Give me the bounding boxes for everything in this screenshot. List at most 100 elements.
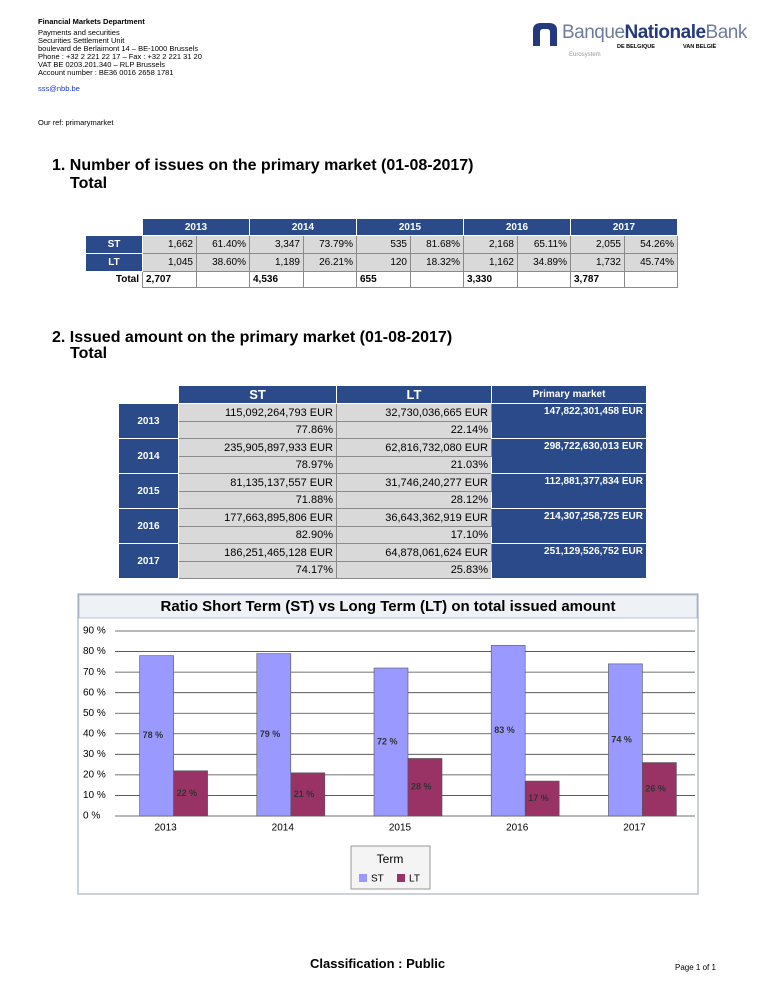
data-label: 78 %	[143, 730, 164, 740]
bar	[256, 653, 292, 817]
logo-nationale: Nationale	[624, 22, 707, 43]
logo-eurosystem: Eurosystem	[569, 52, 601, 58]
data-row: 71.88% 28.12%	[119, 491, 647, 509]
total-cell: 2,707	[142, 271, 197, 288]
st-amount: 235,905,897,933 EUR	[178, 438, 337, 457]
total-blank	[303, 271, 357, 288]
lt-amount: 62,816,732,080 EUR	[336, 438, 492, 457]
logo-icon	[533, 23, 557, 46]
bar	[642, 762, 677, 817]
year-label: 2016	[118, 508, 179, 544]
total-blank	[196, 271, 250, 288]
legend-swatch	[397, 874, 405, 882]
total-cell: 4,536	[249, 271, 304, 288]
bar	[407, 758, 443, 817]
bar	[608, 663, 643, 817]
x-tick-label: 2017	[623, 823, 646, 834]
count-cell: 1,189	[249, 253, 304, 272]
st-amount: 177,663,895,806 EUR	[178, 508, 337, 527]
x-tick-label: 2014	[272, 823, 295, 834]
count-cell: 2,055	[570, 235, 625, 254]
y-tick-label: 20 %	[83, 770, 106, 781]
data-label: 22 %	[177, 788, 198, 798]
primary-total: 298,722,630,013 EUR	[491, 438, 647, 474]
data-row: 74.17% 25.83%	[119, 561, 647, 579]
data-row: LT 1,045 38.60% 1,189 26.21% 120 18.32% 1,162 34…	[85, 253, 678, 272]
address-line: boulevard de Berlaimont 14 – BE-1000 Bru…	[38, 44, 199, 53]
total-cell: 3,330	[463, 271, 518, 288]
st-amount: 81,135,137,557 EUR	[178, 473, 337, 492]
logo-banque: Banque	[562, 22, 625, 43]
y-tick-label: 90 %	[83, 626, 106, 637]
legend-swatch	[359, 874, 367, 882]
percent-cell: 65.11%	[517, 235, 571, 254]
count-cell: 535	[356, 235, 411, 254]
year-label: 2015	[118, 473, 179, 509]
y-tick-label: 50 %	[83, 708, 106, 719]
x-tick-label: 2016	[506, 823, 529, 834]
logo-text: BanqueNationaleBank	[562, 22, 747, 44]
data-row: 82.90% 17.10%	[119, 526, 647, 544]
year-header: 2016	[463, 218, 571, 236]
data-row: 2016 177,663,895,806 EUR 36,643,362,919 EU…	[118, 508, 647, 544]
column-header: Primary market	[491, 385, 647, 404]
bar	[490, 645, 526, 817]
amount-table: ST LT Primary market 2013 115,092,264,793 EU…	[118, 385, 647, 579]
lt-percent: 22.14%	[336, 421, 492, 439]
percent-cell: 38.60%	[196, 253, 250, 272]
lt-percent: 25.83%	[336, 561, 492, 579]
y-tick-label: 30 %	[83, 749, 106, 760]
y-tick-label: 40 %	[83, 728, 106, 739]
y-tick-label: 0 %	[83, 811, 100, 822]
total-blank	[624, 271, 678, 288]
data-row: 2013 115,092,264,793 EUR 32,730,036,665 EU…	[118, 403, 647, 439]
bar	[524, 780, 560, 817]
email[interactable]: sss@nbb.be	[38, 84, 80, 93]
department: Financial Markets Department	[38, 17, 145, 26]
y-tick-label: 60 %	[83, 687, 106, 698]
data-row: 2017 186,251,465,128 EUR 64,878,061,624 EU…	[118, 543, 647, 579]
primary-total: 214,307,258,725 EUR	[491, 508, 647, 544]
data-row: 77.86% 22.14%	[119, 421, 647, 439]
y-tick-label: 10 %	[83, 790, 106, 801]
lt-amount: 31,746,240,277 EUR	[336, 473, 492, 492]
issues-table: 2013 2014 2015 2016 2017 ST 1,662 61.40% 3,347 73…	[85, 218, 678, 288]
section-title: 2. Issued amount on the primary market (…	[52, 329, 453, 346]
address-line: Phone : +32 2 221 22 17 – Fax : +32 2 22…	[38, 52, 202, 61]
column-header: LT	[336, 385, 492, 404]
lt-percent: 28.12%	[336, 491, 492, 509]
total-cell: 655	[356, 271, 411, 288]
primary-total: 147,822,301,458 EUR	[491, 403, 647, 439]
percent-cell: 81.68%	[410, 235, 464, 254]
data-label: 72 %	[377, 736, 398, 746]
legend-label: LT	[409, 874, 420, 885]
percent-cell: 18.32%	[410, 253, 464, 272]
total-blank	[517, 271, 571, 288]
percent-cell: 34.89%	[517, 253, 571, 272]
data-row: 78.97% 21.03%	[119, 456, 647, 474]
bar	[173, 770, 208, 817]
total-label: Total	[115, 274, 139, 286]
data-label: 74 %	[611, 734, 632, 744]
count-cell: 1,162	[463, 253, 518, 272]
lt-amount: 32,730,036,665 EUR	[336, 403, 492, 422]
data-label: 79 %	[260, 729, 281, 739]
x-tick-label: 2015	[389, 823, 412, 834]
st-percent: 82.90%	[178, 526, 337, 544]
address-line: VAT BE 0203.201.340 – RLP Brussels	[38, 60, 166, 69]
y-tick-label: 70 %	[83, 667, 106, 678]
row-label: LT	[85, 253, 143, 272]
title-bar	[78, 594, 698, 619]
y-tick-label: 80 %	[83, 646, 106, 657]
st-percent: 78.97%	[178, 456, 337, 474]
logo-sub-right: VAN BELGIË	[683, 44, 717, 50]
data-label: 28 %	[411, 782, 432, 792]
count-cell: 1,045	[142, 253, 197, 272]
page-number: Page 1 of 1	[675, 963, 716, 972]
data-label: 21 %	[294, 789, 315, 799]
address-line: Account number : BE36 0016 2658 1781	[38, 68, 174, 77]
bar	[373, 667, 409, 817]
bar	[290, 772, 326, 817]
data-label: 26 %	[645, 784, 666, 794]
